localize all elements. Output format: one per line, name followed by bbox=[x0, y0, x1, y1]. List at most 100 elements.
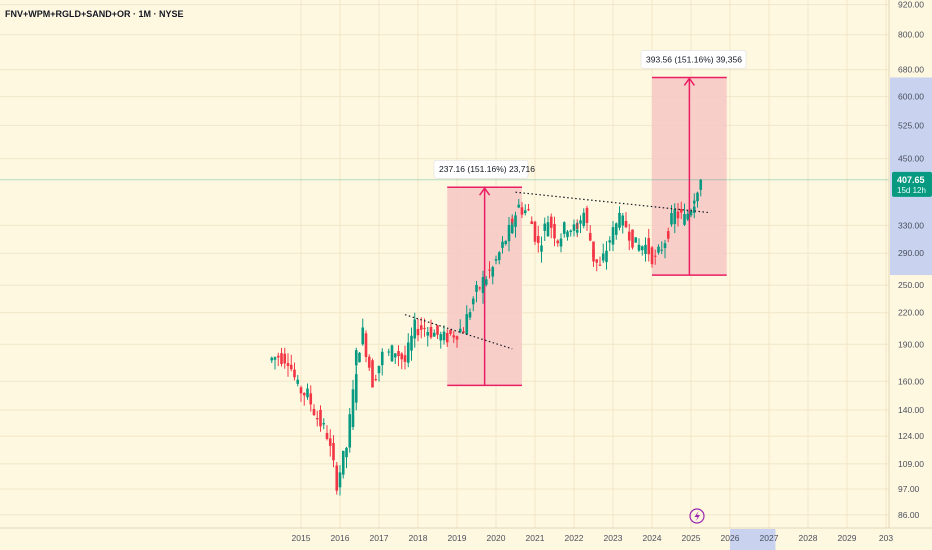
time-tick-label: 2024 bbox=[643, 533, 662, 543]
candle-body bbox=[569, 230, 573, 233]
time-tick-label: 2018 bbox=[409, 533, 428, 543]
candle-body bbox=[315, 418, 319, 420]
price-tick-label: 330.00 bbox=[898, 220, 924, 230]
candle-body bbox=[276, 355, 280, 358]
candle-body bbox=[640, 246, 644, 251]
candle-body bbox=[562, 222, 566, 234]
trendline[interactable] bbox=[515, 191, 711, 214]
candles bbox=[270, 178, 703, 496]
candle-body bbox=[419, 325, 423, 330]
price-tick-label: 290.00 bbox=[898, 248, 924, 258]
last-price-badge bbox=[892, 171, 932, 197]
price-tick-label: 525.00 bbox=[898, 120, 924, 130]
time-tick-label: 2017 bbox=[370, 533, 389, 543]
time-tick-label: 2020 bbox=[487, 533, 506, 543]
candle-body bbox=[540, 245, 543, 252]
candle-body bbox=[631, 229, 634, 248]
candle-body bbox=[527, 209, 530, 211]
measure-arrow-head bbox=[683, 77, 695, 86]
candle-body bbox=[575, 229, 579, 233]
candle-body bbox=[520, 207, 524, 215]
candle-body bbox=[270, 357, 274, 361]
time-tick-label: 2021 bbox=[526, 533, 545, 543]
candle-body bbox=[679, 209, 683, 213]
candle-body bbox=[683, 214, 686, 225]
candle-body bbox=[510, 219, 514, 234]
price-tick-label: 800.00 bbox=[898, 30, 924, 40]
price-axis[interactable]: 920.00 800.00 680.00 600.00 525.00 450.00 330.… bbox=[888, 0, 932, 528]
candle-body bbox=[634, 237, 638, 243]
candle-body bbox=[436, 325, 439, 335]
candle-body bbox=[491, 267, 495, 277]
candle-body bbox=[582, 212, 586, 226]
candle-body bbox=[670, 213, 673, 225]
lightning-icon[interactable] bbox=[689, 508, 705, 524]
candle-body bbox=[572, 224, 576, 231]
measure-label: 237.16 (151.16%) 23,716 bbox=[439, 164, 535, 174]
candle-body bbox=[478, 287, 482, 289]
candle-body bbox=[380, 351, 384, 366]
symbol-title: FNV+WPM+RGLD+SAND+OR · 1M · NYSE bbox=[5, 9, 184, 19]
candle-body bbox=[507, 224, 511, 242]
time-tick-label: 2016 bbox=[331, 533, 350, 543]
time-tick-label: 2023 bbox=[604, 533, 623, 543]
candle-body bbox=[367, 356, 371, 368]
price-tick-label: 86.00 bbox=[898, 510, 920, 520]
candle-body bbox=[614, 223, 618, 235]
candle-body bbox=[439, 334, 443, 341]
candle-body bbox=[400, 353, 404, 360]
price-tick-label: 190.00 bbox=[898, 339, 924, 349]
candle-body bbox=[530, 221, 534, 225]
trendlines[interactable] bbox=[0, 179, 889, 350]
candle-body bbox=[488, 269, 491, 271]
candle-body bbox=[358, 352, 361, 363]
candle-body bbox=[592, 249, 595, 262]
candle-body bbox=[286, 363, 290, 367]
time-tick-label: 2029 bbox=[838, 533, 857, 543]
candle-body bbox=[624, 220, 628, 228]
time-tick-label: 2019 bbox=[448, 533, 467, 543]
last-price-label: 407.65 bbox=[897, 175, 925, 185]
price-tick-label: 160.00 bbox=[898, 376, 924, 386]
time-axis[interactable]: 2015 2016 2017 2018 2019 2020 2021 2022 2023 2024… bbox=[0, 527, 932, 550]
candle-body bbox=[458, 328, 462, 333]
candle-body bbox=[533, 221, 537, 242]
candle-body bbox=[497, 252, 501, 261]
candle-body bbox=[309, 393, 313, 405]
candle-body bbox=[449, 330, 452, 334]
time-tick-label: 2026 bbox=[721, 533, 740, 543]
candle-body bbox=[283, 353, 287, 364]
measure-label-box bbox=[433, 159, 529, 179]
candle-body bbox=[559, 238, 563, 247]
candle-body bbox=[611, 227, 615, 245]
measure-label-box bbox=[640, 50, 747, 69]
candle-body bbox=[644, 244, 647, 255]
candle-body bbox=[338, 472, 342, 488]
price-tick-label: 124.00 bbox=[898, 431, 924, 441]
candle-body bbox=[465, 314, 469, 335]
time-tick-label: 2025 bbox=[682, 533, 701, 543]
candle-body bbox=[410, 335, 413, 351]
price-tick-label: 920.00 bbox=[898, 0, 924, 10]
time-axis-bg bbox=[0, 528, 932, 550]
trendline[interactable] bbox=[404, 314, 513, 350]
candle-body bbox=[601, 253, 605, 261]
candle-body bbox=[556, 240, 560, 244]
candle-body bbox=[484, 279, 488, 285]
candle-body bbox=[689, 211, 693, 216]
candle-body bbox=[371, 360, 374, 388]
candle-body bbox=[462, 331, 465, 333]
candle-body bbox=[413, 319, 417, 339]
candle-body bbox=[432, 332, 436, 337]
candle-body bbox=[673, 209, 677, 225]
time-axis-highlight bbox=[730, 529, 776, 550]
price-tick-label: 680.00 bbox=[898, 65, 924, 75]
countdown-label: 15d 12h bbox=[897, 186, 926, 195]
measure-boxes[interactable]: 237.16 (151.16%) 23,716 393.56 (151.16%) … bbox=[433, 50, 747, 387]
candle-body bbox=[585, 207, 589, 223]
candle-body bbox=[289, 364, 293, 370]
candle-body bbox=[666, 231, 670, 239]
candle-body bbox=[442, 331, 446, 341]
